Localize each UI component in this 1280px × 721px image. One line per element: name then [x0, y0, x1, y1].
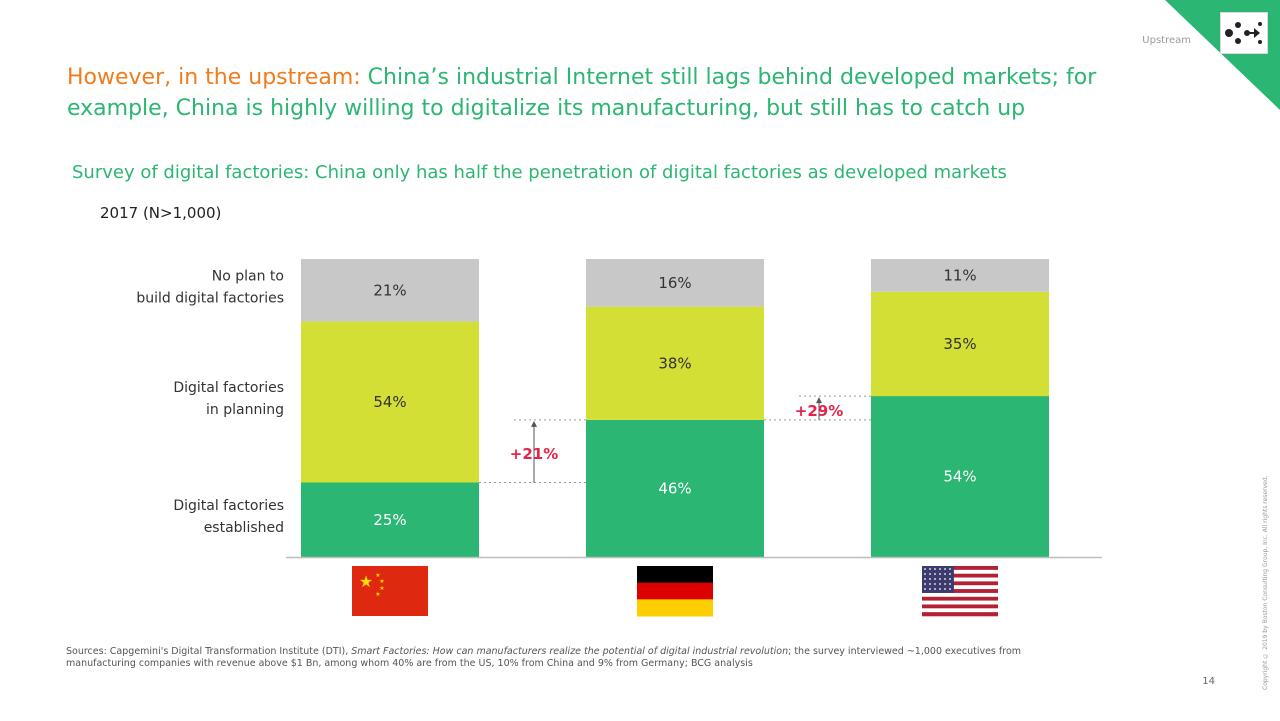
row-label: No plan to: [212, 268, 284, 284]
copyright-note: Copyright © 2019 by Boston Consulting Gr…: [1262, 475, 1269, 690]
svg-text:★: ★: [379, 578, 384, 585]
row-label: build digital factories: [136, 290, 284, 306]
logo: [1220, 12, 1268, 54]
row-label: established: [204, 520, 284, 536]
us-flag-icon: [922, 566, 998, 617]
chart-subtitle: Survey of digital factories: China only …: [72, 162, 1007, 183]
bar-segment: [301, 482, 479, 557]
bar-segment: [871, 259, 1049, 292]
sources-title: Smart Factories: How can manufacturers r…: [351, 646, 789, 657]
bar-segment: [871, 291, 1049, 397]
data-label: 38%: [658, 354, 691, 372]
data-label: 21%: [373, 281, 406, 299]
page-number: 14: [1202, 676, 1215, 687]
data-label: 25%: [373, 511, 406, 529]
svg-text:★: ★: [359, 572, 373, 591]
bar-segment: [301, 259, 479, 322]
data-label: 16%: [658, 274, 691, 292]
sources-prefix: Sources: Capgemini's Digital Transformat…: [66, 646, 352, 657]
arrow-head: [531, 420, 537, 427]
bar-segment: [586, 306, 764, 420]
headline-rest: China’s industrial Internet still lags b…: [67, 65, 1097, 121]
network-logo-icon: [1225, 22, 1262, 44]
row-label: Digital factories: [173, 380, 284, 396]
germany-flag-icon: [637, 566, 713, 617]
bar-segment: [301, 321, 479, 483]
arrow-head: [816, 397, 822, 404]
data-label: 46%: [658, 479, 691, 497]
svg-text:★: ★: [375, 572, 380, 579]
sample-note: 2017 (N>1,000): [100, 204, 222, 222]
stacked-bar-chart: 25% 54% 21% 46% 38% 16% 54% 35% 11% No plan to bui…: [136, 259, 1102, 617]
bar-segment: [586, 259, 764, 307]
data-label: 11%: [943, 266, 976, 284]
data-label: 54%: [373, 393, 406, 411]
svg-text:★: ★: [375, 591, 380, 598]
sources-rest: ; the survey interviewed ~1,000 executiv…: [66, 646, 1022, 669]
china-flag-icon: ★ ★★★★: [352, 566, 428, 616]
growth-label: +29%: [795, 402, 843, 420]
svg-text:★: ★: [379, 585, 384, 592]
sources-note: Sources: Capgemini's Digital Transformat…: [66, 646, 1066, 670]
headline-lead: However, in the upstream:: [67, 65, 361, 90]
bar-segment: [871, 396, 1049, 557]
row-label: in planning: [206, 402, 284, 418]
data-label: 35%: [943, 335, 976, 353]
growth-label: +21%: [510, 445, 558, 463]
row-label: Digital factories: [173, 498, 284, 514]
page-headline: However, in the upstream: China’s indust…: [67, 62, 1197, 124]
bar-segment: [586, 419, 764, 557]
data-label: 54%: [943, 468, 976, 486]
section-tag: Upstream: [1142, 35, 1191, 46]
